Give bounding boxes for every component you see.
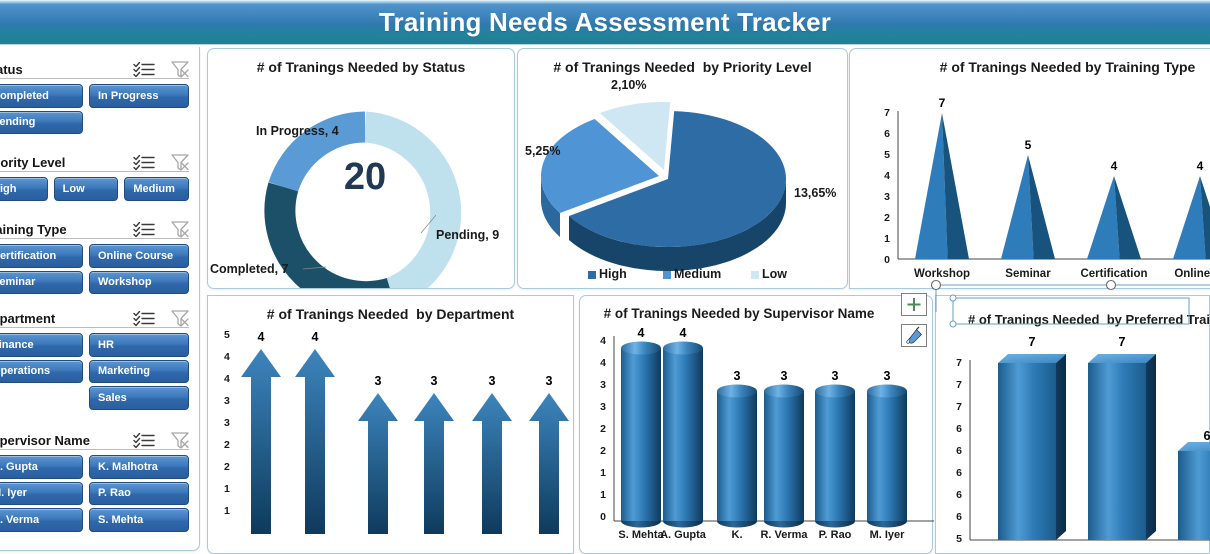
svg-text:5: 5 (224, 329, 230, 341)
svg-text:3: 3 (600, 379, 606, 391)
svg-text:A. Gupta: A. Gupta (660, 529, 707, 541)
svg-text:13,65%: 13,65% (794, 186, 836, 200)
svg-text:3: 3 (884, 369, 891, 383)
svg-text:3: 3 (224, 395, 230, 407)
svg-text:2: 2 (600, 445, 606, 457)
svg-text:2,10%: 2,10% (611, 78, 646, 92)
svg-text:4: 4 (600, 335, 606, 347)
svg-text:1: 1 (224, 505, 230, 517)
svg-text:3: 3 (224, 417, 230, 429)
svg-text:2: 2 (600, 423, 606, 435)
svg-text:4: 4 (600, 357, 606, 369)
svg-text:In Progress, 4: In Progress, 4 (256, 124, 339, 138)
svg-text:R. Verma: R. Verma (760, 529, 808, 541)
svg-text:4: 4 (680, 326, 687, 340)
svg-text:7: 7 (956, 379, 962, 391)
svg-text:7: 7 (884, 107, 890, 119)
svg-text:Completed, 7: Completed, 7 (210, 262, 289, 276)
svg-text:1: 1 (600, 467, 606, 479)
svg-text:4: 4 (1197, 159, 1204, 173)
svg-text:7: 7 (956, 357, 962, 369)
svg-text:5: 5 (956, 533, 962, 545)
svg-text:2: 2 (884, 212, 890, 224)
svg-text:Workshop: Workshop (914, 268, 970, 280)
svg-text:Online Cou: Online Cou (1174, 268, 1210, 280)
svg-text:6: 6 (956, 445, 962, 457)
svg-text:3: 3 (781, 369, 788, 383)
svg-text:6: 6 (956, 511, 962, 523)
svg-text:1: 1 (224, 483, 230, 495)
svg-text:S. Mehta: S. Mehta (618, 529, 664, 541)
svg-text:0: 0 (884, 254, 890, 266)
svg-text:K.: K. (732, 529, 743, 541)
svg-text:Seminar: Seminar (1005, 268, 1051, 280)
svg-text:7: 7 (956, 401, 962, 413)
svg-text:Pending, 9: Pending, 9 (436, 228, 499, 242)
svg-text:5: 5 (1025, 138, 1032, 152)
svg-text:6: 6 (956, 423, 962, 435)
svg-text:6: 6 (884, 128, 890, 140)
svg-text:P. Rao: P. Rao (819, 529, 852, 541)
svg-text:1: 1 (600, 489, 606, 501)
svg-text:Low: Low (762, 267, 787, 281)
svg-text:4: 4 (224, 351, 230, 363)
svg-text:1: 1 (884, 233, 890, 245)
svg-text:4: 4 (884, 170, 890, 182)
svg-text:7: 7 (939, 96, 946, 110)
svg-text:4: 4 (638, 326, 645, 340)
svg-text:3: 3 (832, 369, 839, 383)
svg-text:3: 3 (375, 374, 382, 388)
svg-text:2: 2 (224, 461, 230, 473)
svg-text:3: 3 (600, 401, 606, 413)
svg-text:3: 3 (489, 374, 496, 388)
svg-text:20: 20 (344, 156, 386, 198)
svg-text:4: 4 (1111, 159, 1118, 173)
svg-text:3: 3 (546, 374, 553, 388)
svg-text:4: 4 (258, 330, 265, 344)
svg-text:3: 3 (734, 369, 741, 383)
svg-text:2: 2 (224, 439, 230, 451)
svg-text:7: 7 (1029, 335, 1036, 349)
svg-text:5: 5 (884, 149, 890, 161)
svg-text:6: 6 (1204, 429, 1210, 443)
svg-text:5,25%: 5,25% (525, 144, 560, 158)
svg-text:High: High (599, 267, 627, 281)
svg-text:3: 3 (884, 191, 890, 203)
svg-text:6: 6 (956, 489, 962, 501)
svg-text:4: 4 (224, 373, 230, 385)
svg-text:0: 0 (600, 511, 606, 523)
svg-text:7: 7 (1119, 335, 1126, 349)
svg-text:4: 4 (312, 330, 319, 344)
svg-text:3: 3 (431, 374, 438, 388)
svg-text:Certification: Certification (1080, 268, 1147, 280)
svg-text:Medium: Medium (674, 267, 721, 281)
svg-text:M. Iyer: M. Iyer (870, 529, 906, 541)
svg-text:6: 6 (956, 467, 962, 479)
